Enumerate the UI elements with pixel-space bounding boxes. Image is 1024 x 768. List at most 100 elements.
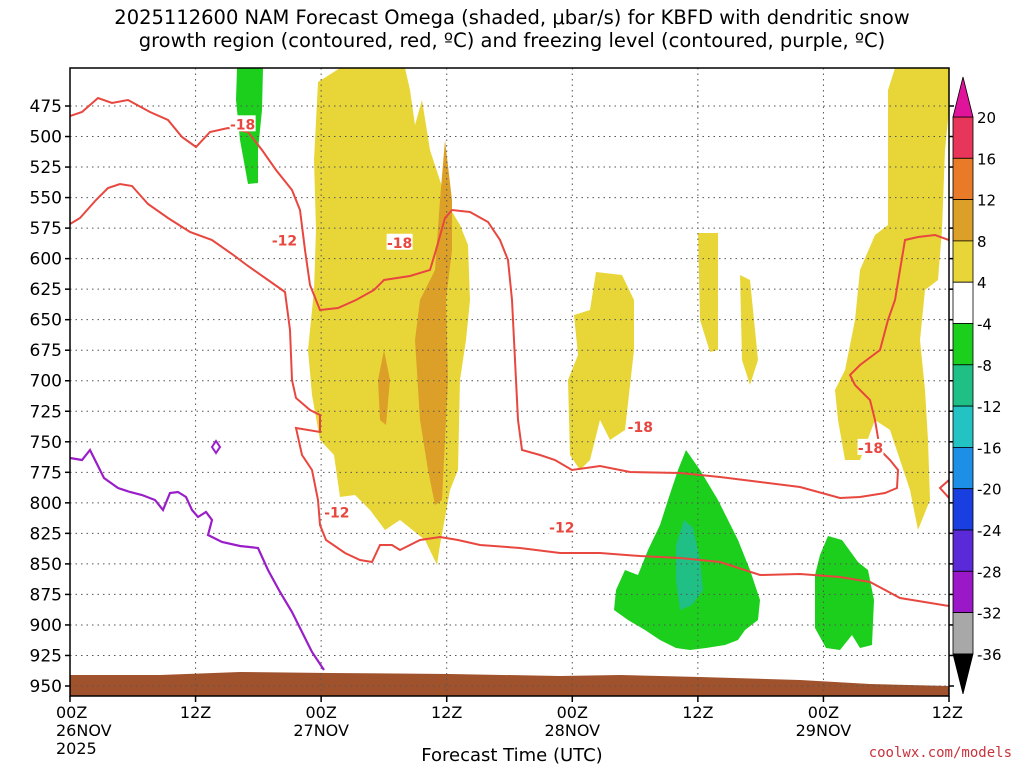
x-date-label: 29NOV <box>796 721 852 740</box>
contour-label: -18 <box>230 117 255 133</box>
grid-lines <box>70 68 949 696</box>
title-line-1: 2025112600 NAM Forecast Omega (shaded, μ… <box>114 6 910 29</box>
x-tick-label: 12Z <box>180 703 211 722</box>
colorbar-label: -36 <box>977 646 1002 664</box>
contour-label: -12 <box>549 520 574 536</box>
x-tick-label: 12Z <box>431 703 462 722</box>
contour-label-bg <box>386 233 413 250</box>
y-tick-label: 500 <box>30 128 62 148</box>
terrain-surface <box>70 672 949 696</box>
omega-region-teal <box>676 520 703 610</box>
colorbar-label: -4 <box>977 316 992 334</box>
plot-area <box>70 68 949 696</box>
colorbar-segment <box>952 116 974 159</box>
y-tick-label: 675 <box>30 341 62 361</box>
chart-title: 2025112600 NAM Forecast Omega (shaded, μ… <box>0 6 1024 52</box>
omega-region-yellow-small1 <box>698 233 718 352</box>
x-tick-label: 00Z <box>557 703 588 722</box>
colorbar-segment <box>952 364 974 407</box>
x-axis-title: Forecast Time (UTC) <box>421 745 603 766</box>
y-tick-label: 800 <box>30 494 62 514</box>
colorbar-label: 16 <box>977 150 996 168</box>
colorbar-segment <box>952 570 974 613</box>
contour-label: -12 <box>272 233 297 249</box>
x-year-label: 2025 <box>56 739 97 758</box>
y-tick-label: 875 <box>30 585 62 605</box>
x-tick-label: 12Z <box>682 703 713 722</box>
omega-colorbar: 20 16 12 8 4 -4 -8 -12 -16 -20 -24 -28 -32 -36 <box>952 76 1002 694</box>
contour-label-bg <box>229 115 256 132</box>
colorbar-bottom-arrow <box>952 653 974 694</box>
colorbar-label: 4 <box>977 274 987 292</box>
contour-label: -12 <box>324 506 349 522</box>
contour-label-bg <box>271 231 298 248</box>
omega-region-yellow-right <box>835 68 949 530</box>
dgz-contour-minus18 <box>70 96 949 500</box>
colorbar-segment <box>952 405 974 448</box>
colorbar-label: -16 <box>977 439 1002 457</box>
colorbar-segment <box>952 529 974 572</box>
contour-labels: -18 -12 -18 -18 -18 -12 -12 <box>229 115 884 536</box>
y-tick-label: 950 <box>30 677 62 697</box>
x-tick-label: 12Z <box>932 703 963 722</box>
x-date-label: 28NOV <box>544 721 600 740</box>
y-tick-label: 550 <box>30 189 62 209</box>
colorbar-label: 12 <box>977 192 996 210</box>
colorbar-label: -24 <box>977 522 1002 540</box>
title-line-2: growth region (contoured, red, ºC) and f… <box>138 29 886 52</box>
colorbar-label: -12 <box>977 398 1002 416</box>
omega-region-green-right <box>815 536 874 650</box>
colorbar-label: 8 <box>977 233 987 251</box>
colorbar-segment <box>952 323 974 366</box>
dgz-contour-right-edge <box>938 479 949 499</box>
contour-label: -18 <box>628 420 653 436</box>
y-tick-label: 600 <box>30 250 62 270</box>
y-tick-label: 525 <box>30 158 62 178</box>
contour-label: -18 <box>387 236 412 252</box>
x-tick-label: 00Z <box>808 703 839 722</box>
y-axis: 475 500 525 550 575 600 625 650 675 700 725 750 775 8… <box>30 97 954 697</box>
y-tick-label: 825 <box>30 524 62 544</box>
y-tick-label: 750 <box>30 433 62 453</box>
x-tick-label: 00Z <box>305 703 336 722</box>
colorbar-label: -20 <box>977 481 1002 499</box>
y-tick-label: 475 <box>30 97 62 117</box>
freezing-level-contour <box>70 447 325 671</box>
y-tick-label: 725 <box>30 402 62 422</box>
contour-label: -18 <box>858 441 883 457</box>
omega-region-yellow-small2 <box>740 275 758 385</box>
credit-text: coolwx.com/models <box>868 745 1012 761</box>
contours <box>70 96 949 671</box>
contour-label-bg <box>857 438 884 455</box>
contour-label-bg <box>323 503 350 520</box>
colorbar-segment <box>952 488 974 531</box>
y-tick-label: 700 <box>30 372 62 392</box>
colorbar-segment <box>952 199 974 242</box>
omega-region-orange-core <box>415 140 452 505</box>
contour-label-bg <box>548 518 575 535</box>
x-date-label: 26NOV <box>56 721 112 740</box>
y-tick-label: 575 <box>30 219 62 239</box>
omega-region-yellow-mid <box>568 272 634 470</box>
plot-frame <box>69 67 950 697</box>
colorbar-label: -32 <box>977 605 1002 623</box>
y-tick-label: 850 <box>30 555 62 575</box>
colorbar-segment <box>952 157 974 201</box>
x-tick-label: 00Z <box>56 703 87 722</box>
y-tick-label: 775 <box>30 463 62 483</box>
y-tick-label: 925 <box>30 646 62 666</box>
contour-label-bg <box>627 418 654 435</box>
colorbar-segment <box>952 612 974 655</box>
colorbar-segment <box>952 446 974 490</box>
y-tick-label: 650 <box>30 311 62 331</box>
colorbar-label: -28 <box>977 563 1002 581</box>
y-tick-label: 625 <box>30 280 62 300</box>
colorbar-label: -8 <box>977 357 992 375</box>
dgz-contour-minus12 <box>70 182 949 607</box>
colorbar-segment <box>952 281 974 324</box>
y-tick-label: 900 <box>30 616 62 636</box>
colorbar-label: 20 <box>977 109 996 127</box>
colorbar-segment <box>952 240 974 283</box>
